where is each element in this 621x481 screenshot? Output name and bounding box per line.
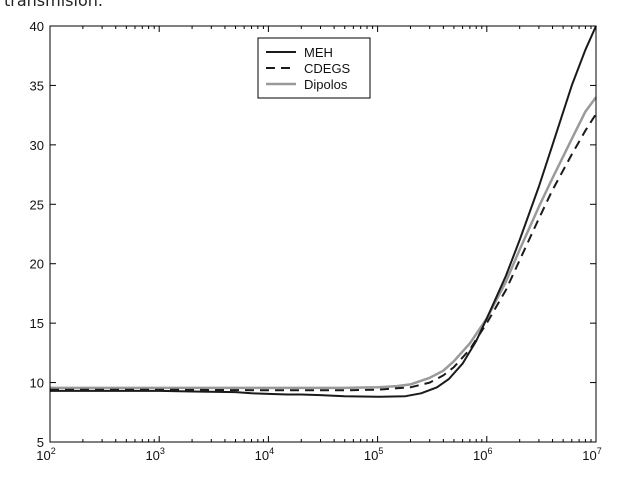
x-tick-label: 102 — [36, 446, 55, 463]
x-axis-tick-labels: 102 103 104 105 106 107 — [36, 446, 601, 463]
y-tick-label: 20 — [30, 257, 44, 272]
y-tick-label: 40 — [30, 19, 44, 34]
y-tick-label: 35 — [30, 78, 44, 93]
y-tick-label: 30 — [30, 138, 44, 153]
x-tick-label: 104 — [255, 446, 274, 463]
legend-label-dipolos: Dipolos — [304, 77, 348, 92]
x-tick-label: 103 — [145, 446, 164, 463]
x-tick-label: 106 — [473, 446, 492, 463]
y-tick-label: 5 — [37, 435, 44, 450]
series-line-meh — [50, 25, 597, 398]
legend-label-meh: MEH — [304, 45, 333, 60]
y-axis-tick-labels: 5 10 15 20 25 30 35 40 — [30, 19, 44, 450]
legend-box — [257, 37, 371, 99]
series-line-cdegs — [50, 113, 597, 392]
y-tick-label: 25 — [30, 197, 44, 212]
y-tick-label: 15 — [30, 316, 44, 331]
x-tick-label: 107 — [582, 446, 601, 463]
x-tick-label: 105 — [364, 446, 383, 463]
plot-frame — [49, 25, 597, 443]
legend-label-cdegs: CDEGS — [304, 61, 351, 76]
caption-fragment: transmision. — [4, 0, 103, 10]
y-tick-label: 10 — [30, 376, 44, 391]
series-line-dipolos — [50, 96, 598, 390]
series-lines — [50, 25, 598, 398]
